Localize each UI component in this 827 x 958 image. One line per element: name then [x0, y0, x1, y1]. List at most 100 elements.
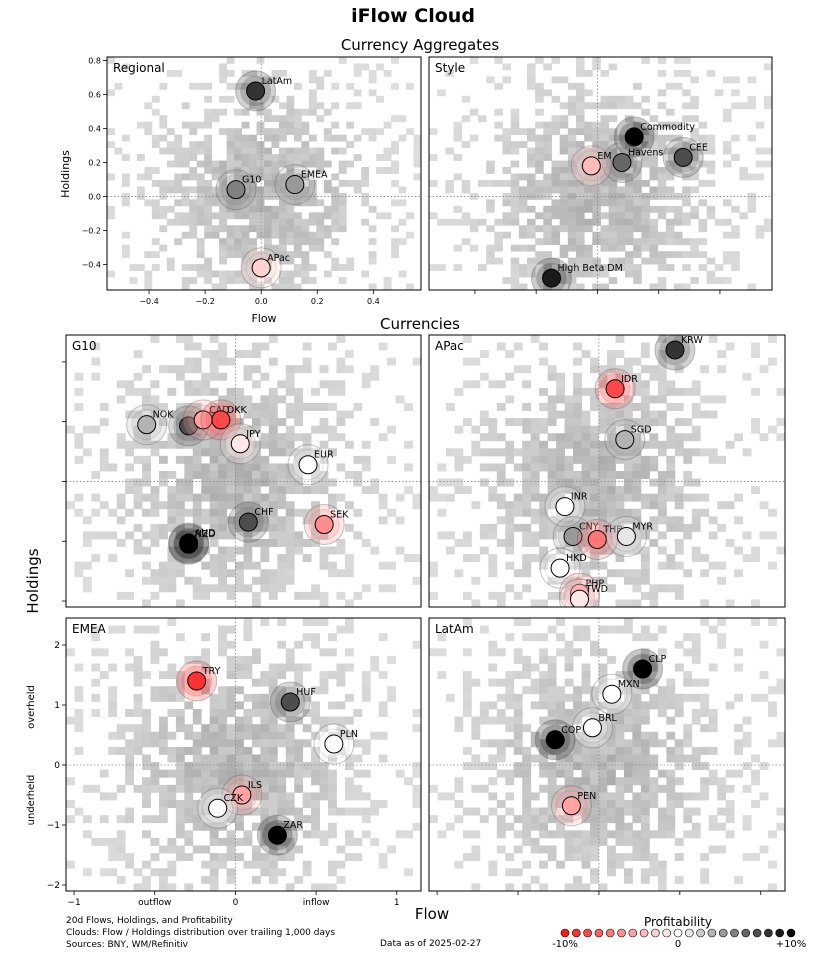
cloud-cell — [74, 433, 84, 442]
cloud-cell — [714, 264, 724, 271]
cloud-cell — [530, 815, 540, 824]
legend-swatch — [775, 928, 785, 938]
cloud-cell — [666, 746, 676, 755]
cloud-cell — [657, 686, 667, 695]
cloud-cell — [277, 380, 287, 389]
cloud-cell — [241, 160, 250, 168]
cloud-cell — [144, 102, 153, 110]
cloud-cell — [353, 508, 363, 517]
cloud-cell — [260, 493, 270, 502]
cloud-cell — [518, 205, 528, 213]
cloud-cell — [641, 199, 650, 207]
cloud-cell — [293, 212, 302, 220]
cloud-cell — [175, 724, 185, 733]
cloud-cell — [657, 179, 667, 187]
cloud-cell — [567, 257, 577, 265]
cloud-cell — [241, 108, 250, 116]
cloud-cell — [158, 815, 168, 824]
cloud-cell — [278, 212, 287, 220]
cloud-cell — [564, 410, 574, 419]
point-marker — [267, 825, 287, 845]
cloud-cell — [556, 792, 566, 801]
cloud-cell — [691, 554, 701, 563]
cloud-cell — [494, 179, 503, 187]
cloud-cell — [219, 63, 228, 71]
cloud-cell — [522, 403, 532, 411]
cloud-cell — [166, 147, 175, 155]
cloud-cell — [201, 516, 211, 525]
cloud-cell — [218, 625, 227, 634]
cloud-cell — [226, 837, 236, 846]
cloud-cell — [328, 380, 337, 389]
cloud-cell — [522, 531, 532, 540]
cloud-cell — [556, 633, 566, 642]
cloud-cell — [590, 648, 599, 657]
cloud-cell — [226, 395, 236, 404]
cloud-cell — [302, 868, 312, 877]
cloud-cell — [615, 569, 625, 578]
cloud-cell — [158, 807, 168, 816]
cloud-cell — [522, 561, 532, 570]
cloud-cell — [564, 678, 574, 687]
cloud-cell — [623, 493, 633, 502]
cloud-cell — [576, 218, 585, 226]
cloud-cell — [175, 845, 185, 854]
cloud-cell — [615, 837, 625, 846]
cloud-cell — [66, 777, 75, 786]
cloud-cell — [615, 777, 625, 786]
cloud-cell — [590, 709, 599, 717]
cloud-cell — [175, 800, 185, 808]
cloud-cell — [264, 173, 272, 181]
cloud-cell — [551, 121, 561, 129]
cloud-cell — [175, 335, 185, 343]
cloud-cell — [323, 212, 332, 220]
cloud-cell — [649, 167, 659, 174]
cloud-cell — [556, 754, 566, 763]
cloud-cell — [285, 486, 295, 495]
cloud-cell — [556, 410, 566, 419]
cloud-cell — [590, 440, 599, 449]
cloud-cell — [243, 554, 253, 563]
cloud-cell — [505, 418, 515, 427]
cloud-cell — [567, 231, 577, 239]
cloud-cell — [336, 335, 346, 343]
cloud-cell — [471, 784, 481, 793]
cloud-cell — [319, 440, 329, 449]
cloud-cell — [576, 186, 585, 194]
cloud-cell — [264, 134, 272, 142]
cloud-cell — [243, 539, 253, 547]
cloud-cell — [666, 433, 676, 442]
cloud-cell — [196, 218, 205, 226]
cloud-cell — [167, 663, 177, 672]
cloud-cell — [278, 225, 287, 233]
cloud-cell — [471, 678, 481, 687]
cloud-cell — [666, 754, 676, 763]
cloud-cell — [136, 192, 145, 200]
cloud-cell — [150, 784, 160, 793]
cloud-cell — [184, 335, 194, 343]
cloud-cell — [277, 561, 287, 570]
cloud-cell — [547, 800, 557, 808]
cloud-cell — [286, 205, 295, 213]
cloud-cell — [698, 160, 708, 168]
cloud-cell — [471, 448, 481, 457]
cloud-cell — [218, 792, 227, 801]
cloud-cell — [665, 82, 675, 90]
cloud-cell — [488, 486, 498, 495]
cloud-cell — [592, 134, 601, 142]
cloud-cell — [150, 569, 160, 578]
cloud-cell — [294, 433, 304, 442]
cloud-cell — [488, 754, 498, 763]
cloud-cell — [518, 192, 528, 200]
cloud-cell — [323, 225, 332, 233]
cloud-cell — [66, 648, 75, 657]
cloud-cell — [378, 584, 388, 593]
cloud-cell — [338, 205, 347, 213]
x-tick-label: −0.2 — [195, 297, 214, 306]
cloud-cell — [189, 231, 198, 239]
cloud-cell — [395, 516, 405, 525]
cloud-cell — [600, 173, 610, 181]
cloud-cell — [453, 128, 463, 136]
cloud-cell — [625, 212, 634, 220]
cloud-cell — [319, 546, 329, 555]
